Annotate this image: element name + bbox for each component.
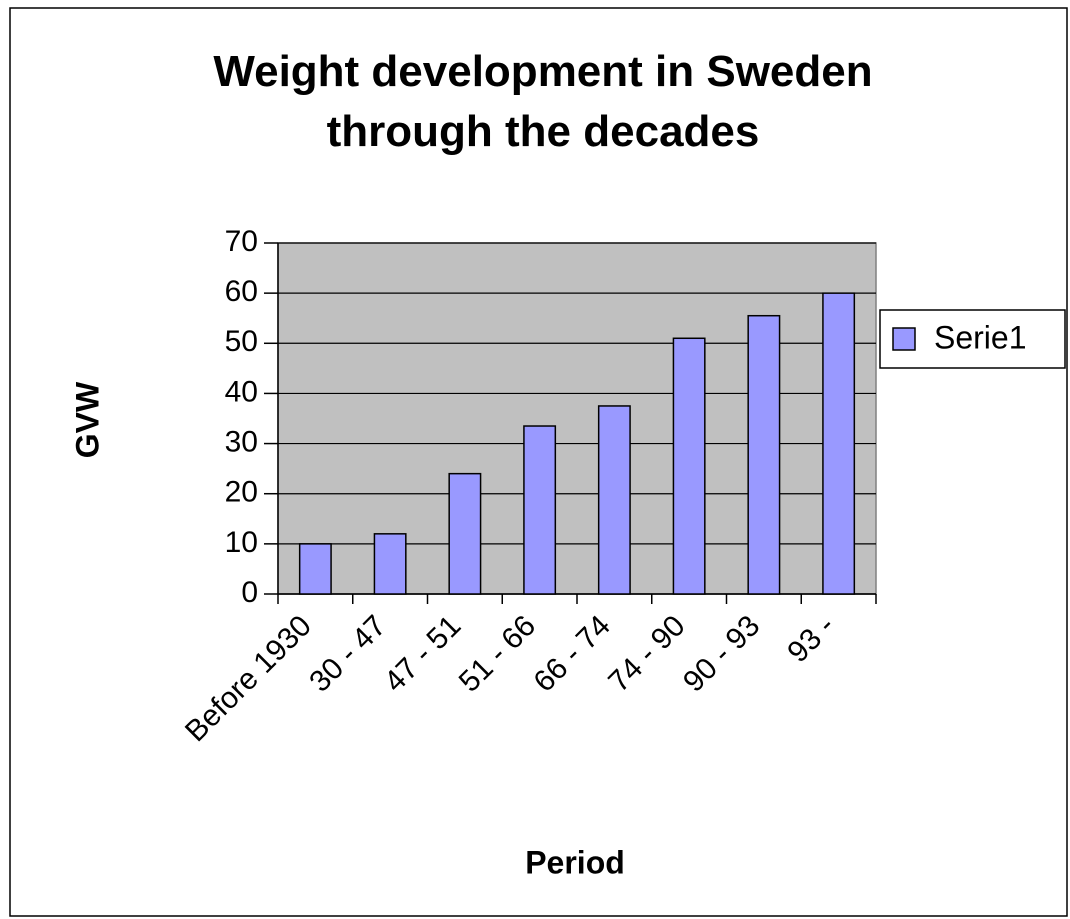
y-tick-label: 0 xyxy=(241,576,258,609)
y-tick-label: 50 xyxy=(225,325,258,358)
x-axis-label: Period xyxy=(525,844,625,880)
bar xyxy=(672,337,706,595)
bar xyxy=(822,292,856,595)
bar xyxy=(747,314,781,595)
y-tick-label: 40 xyxy=(225,375,258,408)
bar xyxy=(523,425,557,595)
y-tick-label: 70 xyxy=(225,225,258,258)
y-tick-label: 10 xyxy=(225,526,258,559)
y-tick-label: 30 xyxy=(225,425,258,458)
y-tick-label: 20 xyxy=(225,476,258,509)
bar xyxy=(597,405,631,595)
y-axis-label: GVW xyxy=(69,381,105,458)
plot-area xyxy=(277,242,877,595)
legend-swatch xyxy=(892,327,916,351)
y-tick-label: 60 xyxy=(225,275,258,308)
bar xyxy=(373,533,407,595)
legend-label: Serie1 xyxy=(934,319,1027,355)
chart-title: Weight development in Sweden through the… xyxy=(213,47,873,156)
bar xyxy=(298,543,332,595)
bar xyxy=(448,472,482,595)
